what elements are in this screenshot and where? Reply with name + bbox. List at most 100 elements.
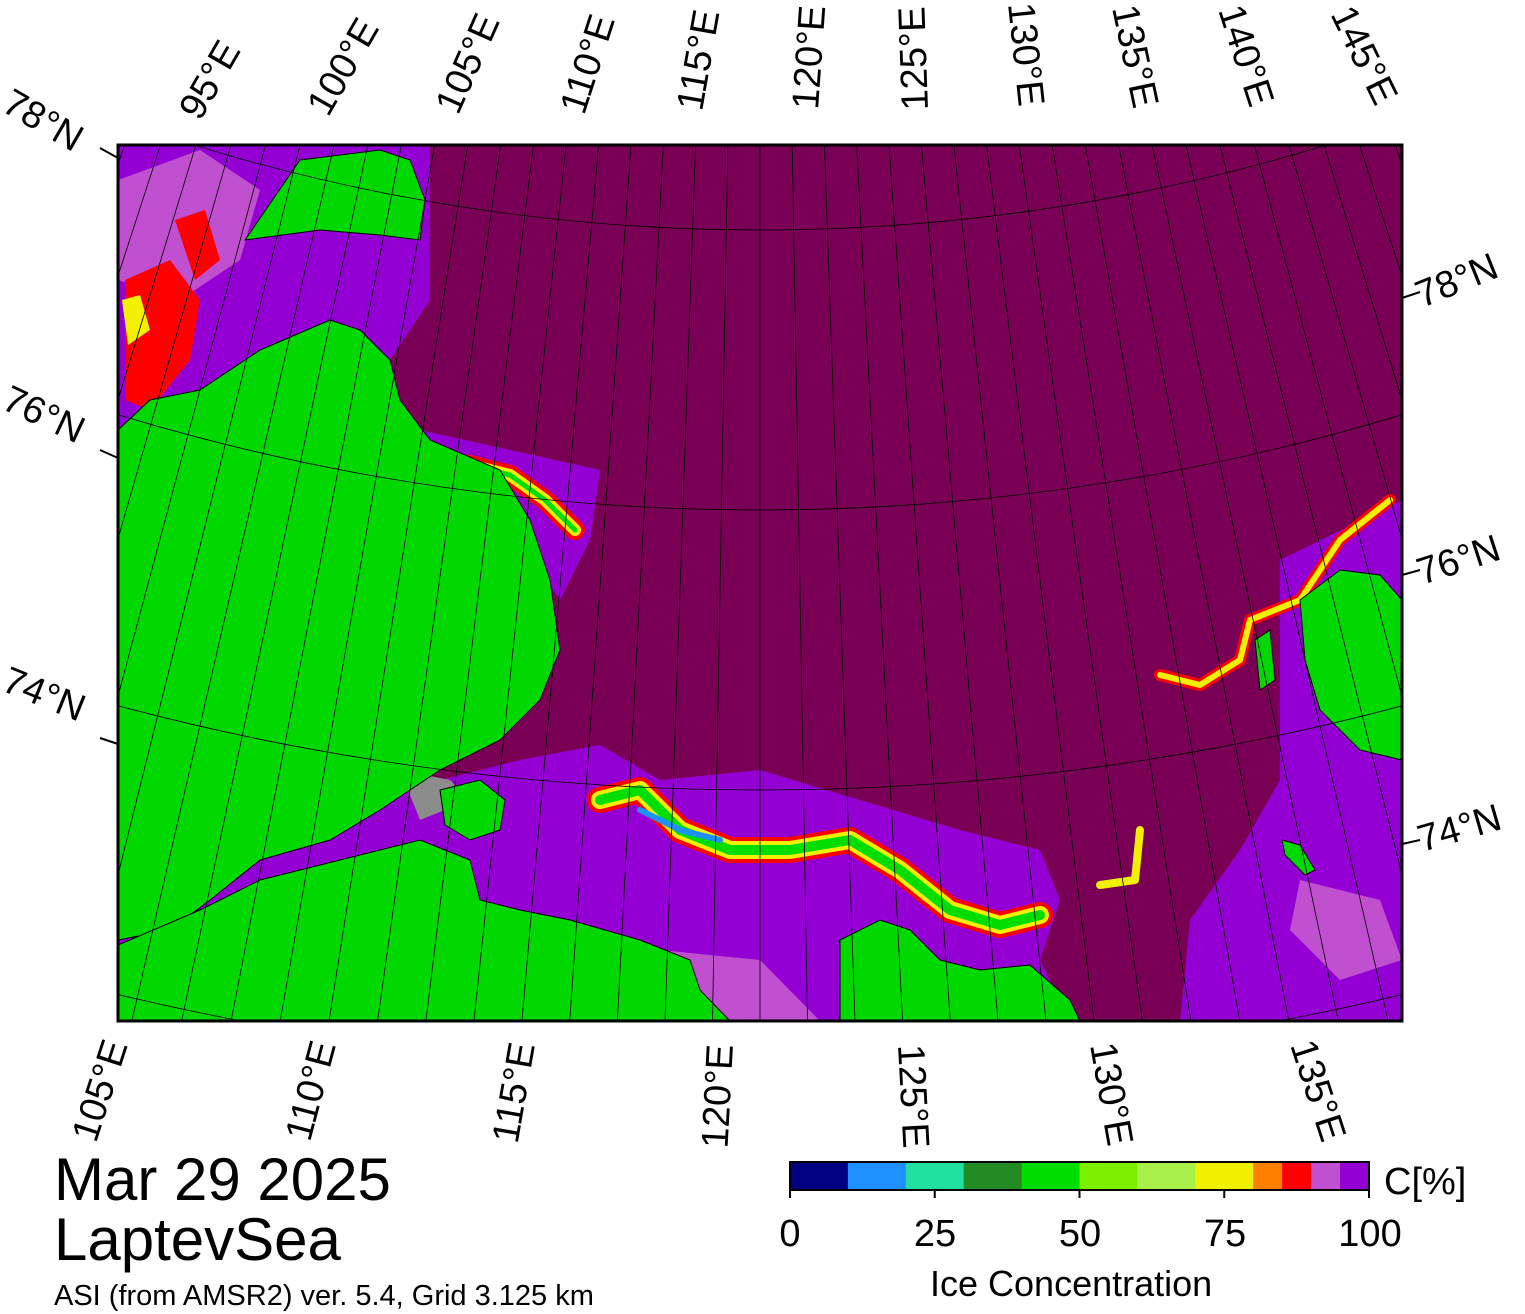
colorbar-swatch [1137,1162,1196,1190]
colorbar-tick-label: 50 [1058,1213,1102,1255]
top-lon-label: 140°E [1209,0,1281,112]
right-lat-label: 76°N [1412,527,1506,593]
meridian-line [712,145,729,1021]
meridian-line [1018,145,1143,1021]
colorbar-tick-label: 25 [913,1213,957,1255]
latitude-ticks [99,147,1421,845]
meridian-line [181,145,369,1021]
meridian-line [616,145,664,1021]
meridian-line [921,145,999,1021]
right-lat-label: 78°N [1410,246,1504,317]
colorbar-swatch [1079,1162,1138,1190]
top-lon-label: 105°E [428,8,509,120]
bottom-lon-label: 125°E [889,1043,936,1149]
bolshoy-begichev-island [439,779,506,841]
bottom-lon-label: 105°E [64,1035,136,1147]
colorbar-tick-label: 75 [1203,1213,1247,1255]
meridian-line [1219,145,1402,877]
meridian-line [1451,0,1525,1041]
red-ice-patches [125,210,220,410]
colorbar-swatch [1282,1162,1312,1190]
meridian-line [230,145,402,1021]
bottom-lon-label: 110°E [278,1036,345,1145]
colorbar-swatch [1195,1162,1254,1190]
left-lat-label: 74°N [0,659,91,730]
meridian-line [1151,145,1339,1021]
map-frame [116,143,1404,1023]
meridian-line [1084,145,1241,1021]
taymyr-peninsula [118,319,561,941]
meridian-line [1051,145,1192,1021]
top-lon-label: 110°E [553,10,624,119]
top-lon-label: 115°E [670,7,729,114]
meridian-line [0,0,123,1082]
stolbovoy-island [1254,629,1276,691]
meridian-line [986,145,1095,1021]
top-lon-label: 125°E [891,6,937,111]
top-lon-label: 135°E [1103,1,1166,111]
meridian-line [1478,0,1525,1019]
meridian-line [1505,0,1525,996]
meridian-line [791,145,808,1021]
yellow-ice-patches [122,295,150,345]
meridian-line [664,145,696,1021]
colorbar-tick-label: 0 [779,1213,801,1255]
meridian-line [0,0,42,1019]
colorbar-swatch [1311,1162,1341,1190]
meridian-line [0,0,96,1062]
mainland-south [118,839,731,1021]
meridian-line [0,0,69,1041]
meridian-line [1185,145,1389,1021]
colorbar-frame [789,1161,1370,1191]
colorbar-swatch [847,1162,907,1190]
meridian-line [953,145,1047,1021]
bottom-lon-label: 130°E [1081,1039,1140,1149]
colorbar-swatch [905,1162,965,1190]
colorbar-title: Ice Concentration [930,1263,1213,1304]
meridian-line [521,145,599,1021]
top-lon-label: 120°E [785,4,834,111]
meridian-line [0,0,15,996]
colorbar-tick-label: 100 [1338,1213,1402,1255]
meridian-line [1118,145,1290,1021]
left-lat-label: 78°N [0,81,90,160]
bottom-lon-label: 135°E [1281,1035,1353,1147]
colorbar [789,1162,1370,1198]
product-description: ASI (from AMSR2) ver. 5.4, Grid 3.125 km [54,1280,594,1312]
colorbar-swatch [790,1162,849,1190]
meridian-line [328,145,469,1021]
meridian-line [279,145,436,1021]
top-lon-label: 130°E [999,1,1052,109]
colorbar-unit: C[%] [1384,1161,1467,1203]
top-lon-label: 95°E [171,34,249,127]
meridian-line [118,145,301,877]
meridian-line [856,145,904,1021]
lena-delta [839,919,1081,1021]
right-lat-label: 74°N [1413,797,1506,861]
top-lon-label: 100°E [299,11,387,122]
colorbar-swatch [1340,1162,1370,1190]
meridian-line [377,145,502,1021]
colorbar-swatch [1253,1162,1283,1190]
small-island-east [1281,839,1316,876]
top-longitude-labels: 95°E 100°E 105°E 110°E 115°E 120°E 125°E… [171,0,1405,127]
map-date: Mar 29 2025 [54,1146,391,1213]
meridian-line [824,145,856,1021]
meridian-line [473,145,567,1021]
bottom-lon-label: 115°E [485,1039,544,1146]
meridian-line [131,145,335,1021]
colorbar-swatch [1021,1162,1080,1190]
meridian-line [569,145,632,1021]
meridian-line [888,145,951,1021]
left-lat-label: 76°N [0,378,91,452]
colorbar-swatch [963,1162,1023,1190]
meridian-line [118,145,267,698]
meridian-line [425,145,534,1021]
bottom-longitude-labels: 105°E 110°E 115°E 120°E 125°E 130°E 135°… [64,1035,1353,1149]
region-name: LaptevSea [54,1206,341,1273]
meridian-line [1424,0,1525,1062]
bottom-lon-label: 120°E [695,1043,742,1149]
